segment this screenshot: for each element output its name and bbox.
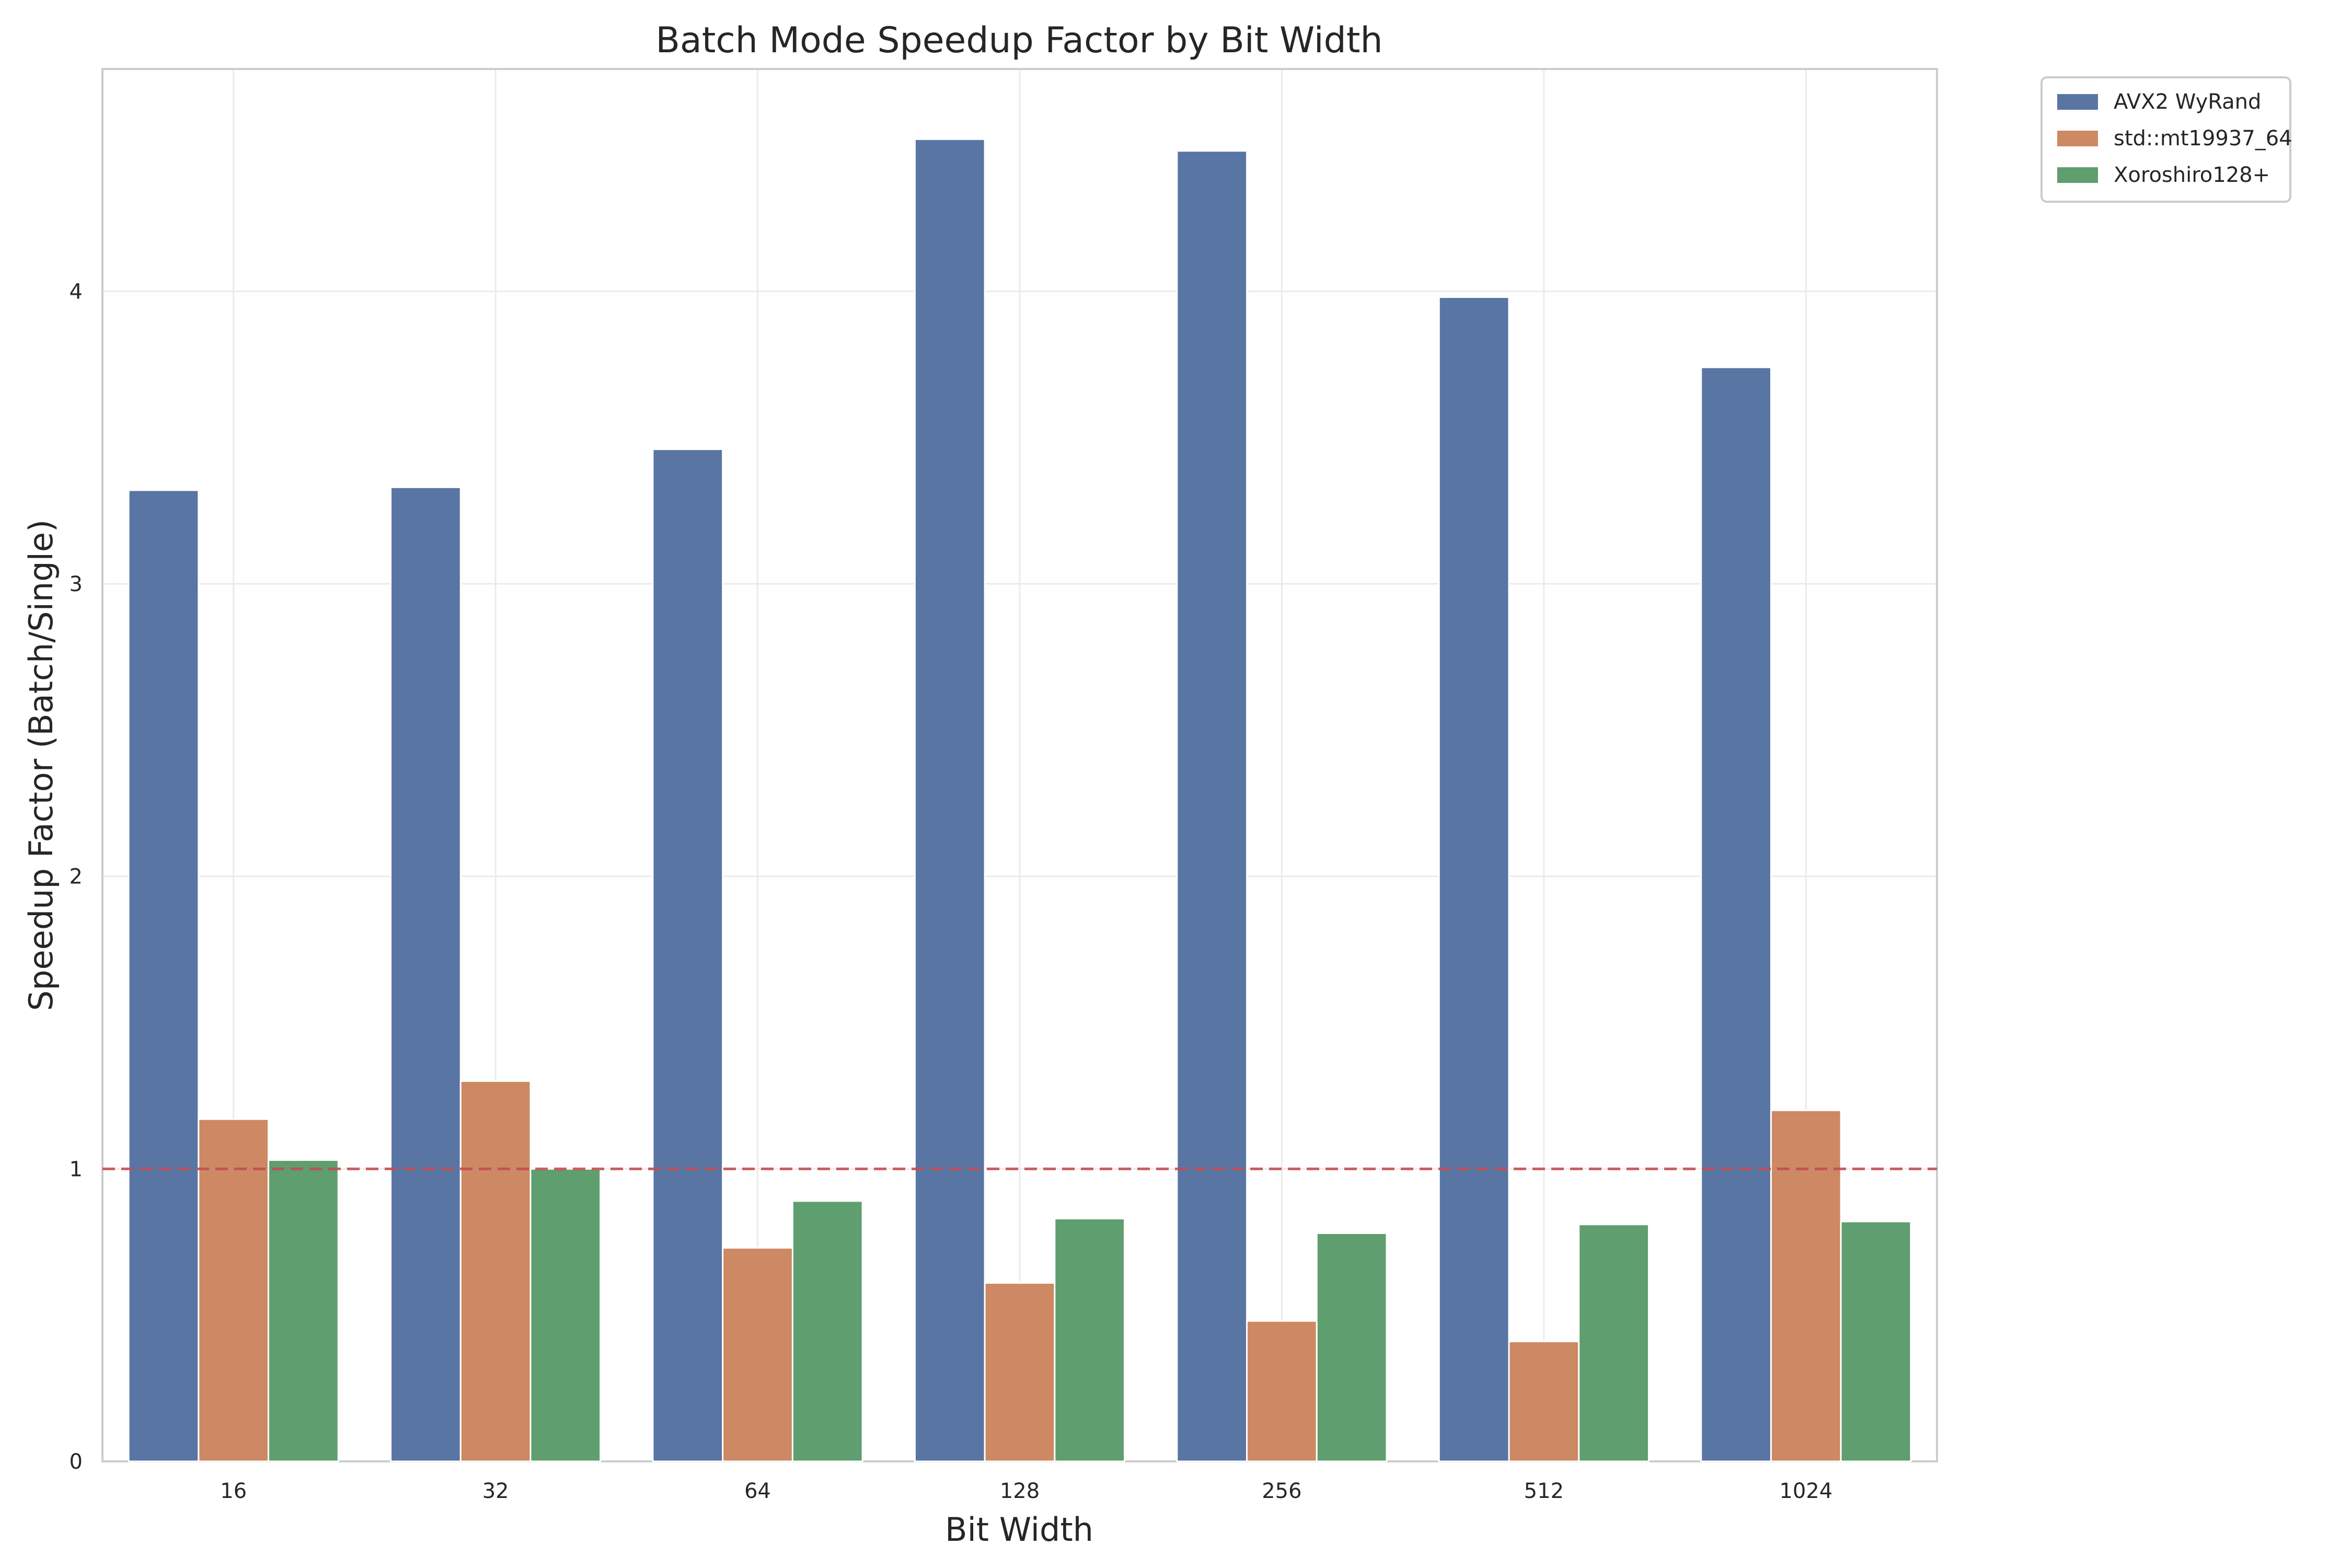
bar-std-mt19937-64-16 xyxy=(198,1118,270,1462)
bar-xoroshiro128--256 xyxy=(1316,1232,1388,1462)
y-tick-label: 4 xyxy=(70,280,83,304)
bar-xoroshiro128--16 xyxy=(268,1159,339,1462)
x-tick-label: 16 xyxy=(220,1479,247,1503)
bar-xoroshiro128--128 xyxy=(1054,1217,1126,1462)
x-tick-label: 128 xyxy=(1000,1479,1040,1503)
bar-std-mt19937-64-1024 xyxy=(1770,1109,1842,1462)
y-axis-label: Speedup Factor (Batch/Single) xyxy=(22,520,60,1011)
legend-label: AVX2 WyRand xyxy=(2114,90,2261,114)
grid xyxy=(102,69,1937,1462)
bar-avx2-wyrand-512 xyxy=(1438,296,1510,1462)
x-tick-label: 32 xyxy=(482,1479,509,1503)
bar-avx2-wyrand-16 xyxy=(128,489,200,1462)
bar-xoroshiro128--1024 xyxy=(1840,1220,1912,1462)
bar-avx2-wyrand-128 xyxy=(914,138,986,1462)
bar-std-mt19937-64-256 xyxy=(1246,1320,1318,1462)
x-axis-label: Bit Width xyxy=(945,1511,1093,1549)
legend-label: Xoroshiro128+ xyxy=(2114,163,2270,187)
bars xyxy=(128,138,1912,1462)
legend-swatch xyxy=(2057,131,2098,146)
x-tick-label: 64 xyxy=(744,1479,771,1503)
legend-frame xyxy=(2040,76,2291,203)
bar-std-mt19937-64-64 xyxy=(722,1247,793,1462)
bar-std-mt19937-64-512 xyxy=(1508,1341,1580,1462)
bar-avx2-wyrand-256 xyxy=(1176,150,1248,1462)
bar-xoroshiro128--64 xyxy=(791,1200,863,1462)
bar-xoroshiro128--32 xyxy=(529,1168,602,1462)
y-tick-label: 3 xyxy=(70,572,83,596)
legend-label: std::mt19937_64 xyxy=(2114,126,2292,151)
y-tick-label: 0 xyxy=(70,1450,83,1474)
bar-std-mt19937-64-128 xyxy=(984,1282,1056,1462)
x-tick-label: 256 xyxy=(1262,1479,1301,1503)
chart-title: Batch Mode Speedup Factor by Bit Width xyxy=(655,20,1382,61)
y-tick-label: 1 xyxy=(70,1157,83,1181)
x-tick-label: 512 xyxy=(1524,1479,1564,1503)
bar-avx2-wyrand-64 xyxy=(652,448,724,1462)
bar-xoroshiro128--512 xyxy=(1578,1224,1650,1462)
y-tick-label: 2 xyxy=(70,865,83,889)
legend-swatch xyxy=(2057,167,2098,183)
legend-swatch xyxy=(2057,94,2098,110)
bar-std-mt19937-64-32 xyxy=(459,1080,532,1462)
axis-ticks: 0 1 2 3 4 16 32 64 128 256 512 1024 xyxy=(70,280,1833,1503)
bar-avx2-wyrand-32 xyxy=(390,486,462,1462)
bar-avx2-wyrand-1024 xyxy=(1700,366,1772,1462)
x-tick-label: 1024 xyxy=(1779,1479,1832,1503)
